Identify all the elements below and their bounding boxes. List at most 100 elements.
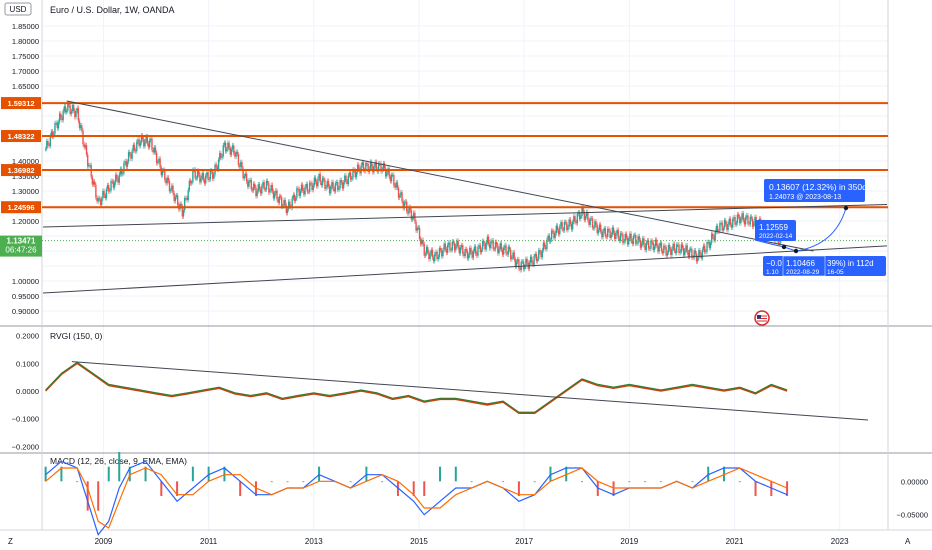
- candle-body: [677, 244, 679, 246]
- rvgi-trend-line[interactable]: [71, 361, 869, 421]
- candle-body: [99, 199, 102, 205]
- candle-body: [504, 245, 506, 248]
- candle-body: [479, 245, 482, 253]
- candle-body: [566, 222, 568, 231]
- rvgi-pane[interactable]: RVGI (150, 0) 0.2000 0.1000 0.0000 −0.1000 −…: [12, 331, 869, 452]
- candle-body: [141, 135, 144, 140]
- candle-body: [65, 110, 68, 113]
- candle-body: [466, 250, 469, 259]
- candle-body: [229, 147, 231, 155]
- level-tag-label: 1.59312: [7, 99, 34, 108]
- candle-body: [698, 250, 700, 258]
- candle-body: [499, 243, 501, 250]
- candle-body: [716, 225, 719, 232]
- candle-body: [51, 131, 54, 137]
- current-price-tag[interactable]: [0, 235, 42, 257]
- macd-pane[interactable]: MACD (12, 26, close, 9, EMA, EMA) 0.0000…: [44, 452, 929, 536]
- candle-body: [511, 257, 513, 260]
- candle-body: [272, 191, 275, 199]
- candle-body: [734, 217, 736, 225]
- projection-point-2[interactable]: [793, 248, 799, 254]
- candle-body: [222, 145, 224, 157]
- auto-scale-button[interactable]: A: [905, 537, 911, 546]
- price-pane[interactable]: 1.850001.800001.750001.700001.650001.600…: [0, 2, 888, 326]
- candle-body: [529, 256, 532, 263]
- candle-body: [723, 220, 726, 229]
- candle-body: [151, 138, 153, 150]
- upper-annotation-box[interactable]: [764, 179, 865, 202]
- time-axis-left-corner[interactable]: Z: [8, 537, 13, 546]
- candle-body: [175, 195, 178, 197]
- macd-histogram-bar: [318, 466, 321, 482]
- candle-body: [603, 228, 605, 232]
- candle-body: [276, 190, 278, 200]
- candle-body: [563, 222, 566, 231]
- macd-histogram-bar: [549, 466, 552, 482]
- candle-body: [70, 111, 73, 114]
- candle-body: [348, 172, 351, 176]
- candle-body: [514, 259, 517, 267]
- price-tick-label: 1.80000: [12, 37, 39, 46]
- candle-body: [417, 227, 420, 229]
- candle-body: [234, 153, 236, 157]
- candle-body: [596, 224, 598, 234]
- candle-body: [166, 177, 168, 184]
- candle-body: [258, 184, 261, 190]
- candle-body: [134, 150, 137, 152]
- candle-body: [231, 145, 234, 150]
- candle-body: [198, 170, 200, 175]
- us-flag-icon[interactable]: [754, 310, 770, 326]
- mid-annotation-box[interactable]: [755, 220, 796, 241]
- candle-body: [503, 247, 505, 255]
- candle-body: [424, 253, 427, 256]
- candle-body: [390, 174, 393, 182]
- candle-body: [432, 257, 435, 262]
- candle-body: [458, 247, 461, 254]
- candle-body: [344, 175, 346, 183]
- macd-histogram-bar: [786, 481, 789, 496]
- time-axis[interactable]: 2009 2011 2013 2015 2017 2019 2021 2023: [95, 537, 850, 546]
- candle-body: [191, 182, 193, 184]
- candle-body: [248, 180, 250, 187]
- candle-body: [176, 195, 179, 206]
- candle-body: [646, 240, 649, 243]
- candle-body: [649, 248, 651, 250]
- candle-body: [205, 175, 207, 184]
- candle-body: [660, 242, 663, 252]
- candle-body: [429, 253, 431, 260]
- candle-body: [518, 259, 520, 269]
- candle-body: [313, 177, 316, 186]
- candle-body: [728, 218, 730, 225]
- currency-badge[interactable]: [4, 2, 32, 16]
- candle-body: [230, 149, 233, 155]
- candle-body: [501, 249, 504, 255]
- rvgi-tick-label: −0.1000: [12, 415, 39, 424]
- candle-body: [117, 178, 119, 183]
- candle-body: [559, 226, 561, 235]
- countdown-label: 06:47:26: [5, 246, 37, 255]
- candle-body: [651, 240, 653, 243]
- lower-annotation-inner-box[interactable]: [782, 255, 826, 277]
- candle-body: [407, 211, 409, 214]
- rvgi-axis[interactable]: 0.2000 0.1000 0.0000 −0.1000 −0.2000: [12, 332, 39, 452]
- candle-body: [245, 173, 248, 182]
- candle-body: [217, 159, 220, 170]
- candle-body: [616, 229, 618, 234]
- candle-body: [102, 190, 104, 199]
- candle-body: [137, 139, 139, 142]
- candle-body: [188, 180, 191, 191]
- candle-body: [689, 248, 692, 250]
- candle-body: [334, 183, 337, 192]
- candle-body: [449, 242, 451, 251]
- macd-axis[interactable]: 0.00000 −0.05000: [897, 477, 929, 519]
- projection-point-1[interactable]: [781, 244, 787, 250]
- candle-body: [477, 246, 479, 256]
- price-tick-label: 1.30000: [12, 187, 39, 196]
- projection-point-3[interactable]: [843, 205, 849, 211]
- candle-body: [687, 252, 690, 257]
- candle-body: [524, 266, 526, 270]
- candle-body: [68, 103, 70, 106]
- candle-body: [75, 111, 77, 118]
- price-trend-line: [42, 245, 888, 294]
